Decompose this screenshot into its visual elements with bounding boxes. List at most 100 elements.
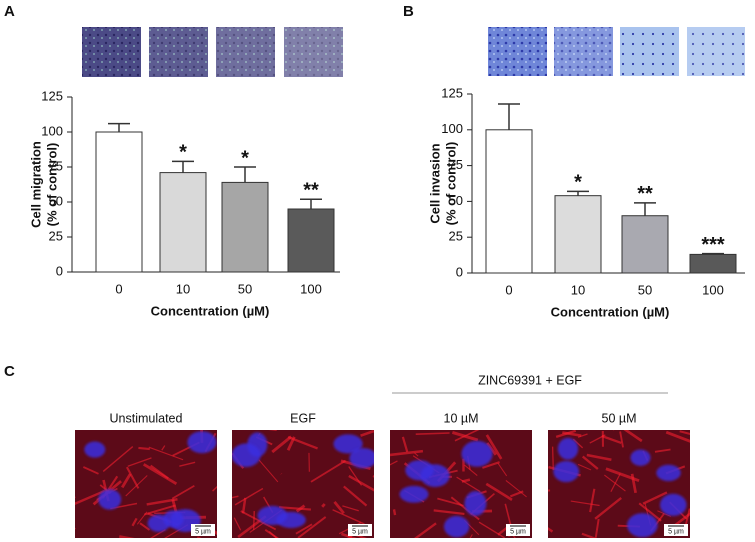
fiber — [504, 503, 512, 527]
nucleus — [627, 513, 658, 538]
fiber — [619, 431, 624, 448]
y-tick-label: 100 — [441, 121, 463, 136]
y-tick-label: 125 — [441, 85, 463, 100]
y-tick-label: 75 — [449, 157, 463, 172]
fiber — [171, 485, 195, 500]
fiber — [454, 430, 480, 442]
fiber — [562, 431, 582, 437]
nucleus — [399, 485, 429, 503]
fiber — [451, 431, 479, 442]
fiber — [360, 430, 374, 437]
fiber — [638, 502, 662, 522]
bar — [485, 129, 533, 274]
nucleus — [630, 449, 651, 466]
fiber — [679, 430, 690, 436]
fiber — [415, 432, 450, 435]
panel-label: C — [4, 363, 15, 380]
fiber — [348, 474, 374, 492]
scale-bar-box — [664, 524, 688, 536]
fiber — [581, 455, 599, 470]
fiber — [605, 467, 640, 483]
fiber — [233, 517, 242, 531]
fiber — [372, 475, 374, 478]
fiber — [642, 491, 668, 505]
bar — [159, 172, 207, 273]
y-tick-label: 25 — [449, 229, 463, 244]
fiber — [594, 518, 600, 538]
fiber — [252, 511, 255, 530]
fiber — [485, 482, 513, 501]
fiber — [657, 510, 672, 517]
fiber — [482, 461, 500, 469]
nucleus — [553, 460, 580, 483]
y-tick-label: 0 — [56, 263, 63, 278]
micrograph-content — [390, 430, 532, 538]
fiber — [478, 521, 506, 538]
nucleus — [187, 431, 217, 454]
y-tick-label: 100 — [41, 123, 63, 138]
fiber — [485, 434, 503, 460]
fiber — [610, 473, 621, 493]
y-axis-label: (% of control) — [443, 142, 458, 226]
fiber — [232, 495, 239, 499]
group-label: ZINC69391 + EGF — [478, 373, 582, 387]
fiber — [240, 510, 277, 531]
nucleus — [232, 443, 261, 467]
x-tick-label: 50 — [638, 282, 652, 297]
fiber — [601, 434, 622, 444]
fiber — [497, 462, 508, 477]
y-axis-label: (% of control) — [44, 143, 59, 227]
y-tick-label: 50 — [49, 193, 63, 208]
bar — [621, 215, 669, 274]
significance: ** — [637, 183, 653, 205]
nucleus — [98, 489, 122, 510]
panel-label: B — [403, 3, 414, 20]
fiber — [295, 523, 313, 535]
fiber — [333, 500, 345, 515]
nucleus — [659, 493, 687, 516]
fiber — [271, 435, 293, 454]
micrograph: 5 µm — [232, 430, 374, 538]
micrograph: 5 µm — [75, 430, 217, 538]
scale-bar-label: 5 µm — [195, 528, 211, 535]
fiber — [577, 463, 592, 471]
nucleus — [443, 515, 470, 538]
fiber — [121, 473, 132, 489]
scale-bar-box — [506, 524, 530, 536]
fiber — [570, 500, 600, 507]
x-tick-label: 0 — [115, 281, 122, 296]
y-tick-label: 25 — [49, 228, 63, 243]
fiber — [278, 506, 311, 511]
x-tick-label: 50 — [238, 281, 252, 296]
fiber — [82, 466, 99, 475]
x-tick-label: 0 — [505, 282, 512, 297]
thumbnails — [82, 27, 745, 77]
fiber — [138, 446, 150, 451]
nucleus — [464, 491, 487, 516]
fiber — [486, 442, 497, 456]
fiber — [332, 509, 365, 525]
scale-bar-label: 5 µm — [352, 528, 368, 535]
bar — [287, 208, 335, 273]
image-label: EGF — [290, 411, 316, 425]
fiber — [581, 532, 597, 538]
fiber — [139, 522, 151, 531]
nucleus — [349, 447, 374, 469]
fiber — [212, 485, 217, 492]
fiber — [75, 489, 106, 506]
fiber — [654, 448, 671, 453]
x-tick-label: 100 — [300, 281, 322, 296]
scale-bar-label: 5 µm — [668, 528, 684, 535]
fiber — [456, 476, 481, 493]
y-axis-label: Cell migration — [28, 141, 43, 228]
fiber — [414, 522, 437, 538]
fiber — [505, 480, 527, 498]
x-axis-label: Concentration (µM) — [551, 304, 670, 319]
fiber — [297, 516, 327, 538]
fiber — [258, 459, 279, 483]
nucleus — [147, 514, 170, 532]
fiber — [131, 517, 138, 527]
significance: * — [574, 172, 582, 194]
fiber — [234, 487, 264, 506]
